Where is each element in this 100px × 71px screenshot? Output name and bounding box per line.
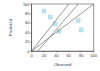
svg-text:0: 0 <box>30 53 33 58</box>
svg-text:40: 40 <box>54 53 59 58</box>
svg-text:60: 60 <box>67 53 72 58</box>
svg-text:100: 100 <box>90 53 97 58</box>
svg-text:0: 0 <box>27 48 30 54</box>
svg-text:20: 20 <box>42 53 47 58</box>
svg-text:100: 100 <box>23 2 30 7</box>
svg-text:Predicted: Predicted <box>8 19 13 36</box>
svg-text:80: 80 <box>25 11 30 16</box>
svg-text:40: 40 <box>25 30 30 35</box>
svg-text:60: 60 <box>25 20 30 25</box>
svg-text:80: 80 <box>79 53 84 58</box>
svg-text:20: 20 <box>25 39 30 44</box>
svg-text:Observed: Observed <box>54 62 71 67</box>
